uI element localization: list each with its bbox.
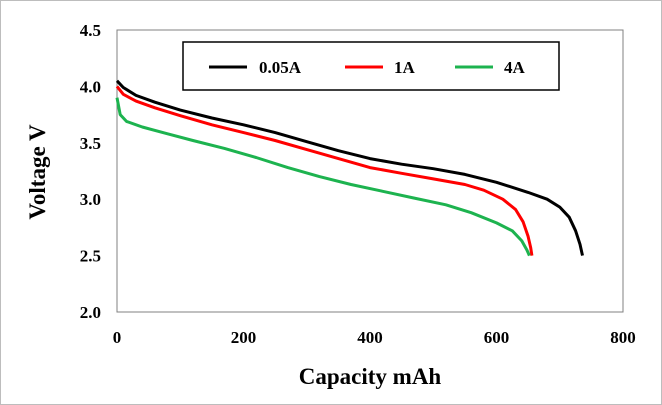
x-tick-label: 0: [113, 328, 122, 347]
y-tick-label: 2.5: [80, 247, 101, 266]
y-tick-label: 4.0: [80, 77, 101, 96]
x-tick-label: 800: [610, 328, 636, 347]
series-layer: [115, 79, 584, 257]
legend-label-1A: 1A: [394, 58, 416, 77]
x-tick-label: 200: [231, 328, 257, 347]
legend: 0.05A 1A 4A: [182, 41, 560, 91]
series-line-0.05A: [115, 79, 584, 256]
x-axis-title: Capacity mAh: [299, 364, 442, 389]
y-tick-label: 3.0: [80, 190, 101, 209]
x-tick-label: 600: [484, 328, 510, 347]
y-axis-ticks: 2.0 2.5 3.0 3.5 4.0 4.5: [80, 21, 101, 322]
x-axis-ticks: 0 200 400 600 800: [113, 328, 636, 347]
legend-label-4A: 4A: [504, 58, 526, 77]
series-line-1A: [115, 85, 534, 256]
y-tick-label: 4.5: [80, 21, 101, 40]
legend-label-0.05A: 0.05A: [259, 58, 302, 77]
series-line-4A: [115, 97, 531, 257]
y-tick-label: 2.0: [80, 303, 101, 322]
y-axis-title: Voltage V: [25, 124, 50, 220]
x-tick-label: 400: [357, 328, 383, 347]
y-tick-label: 3.5: [80, 134, 101, 153]
